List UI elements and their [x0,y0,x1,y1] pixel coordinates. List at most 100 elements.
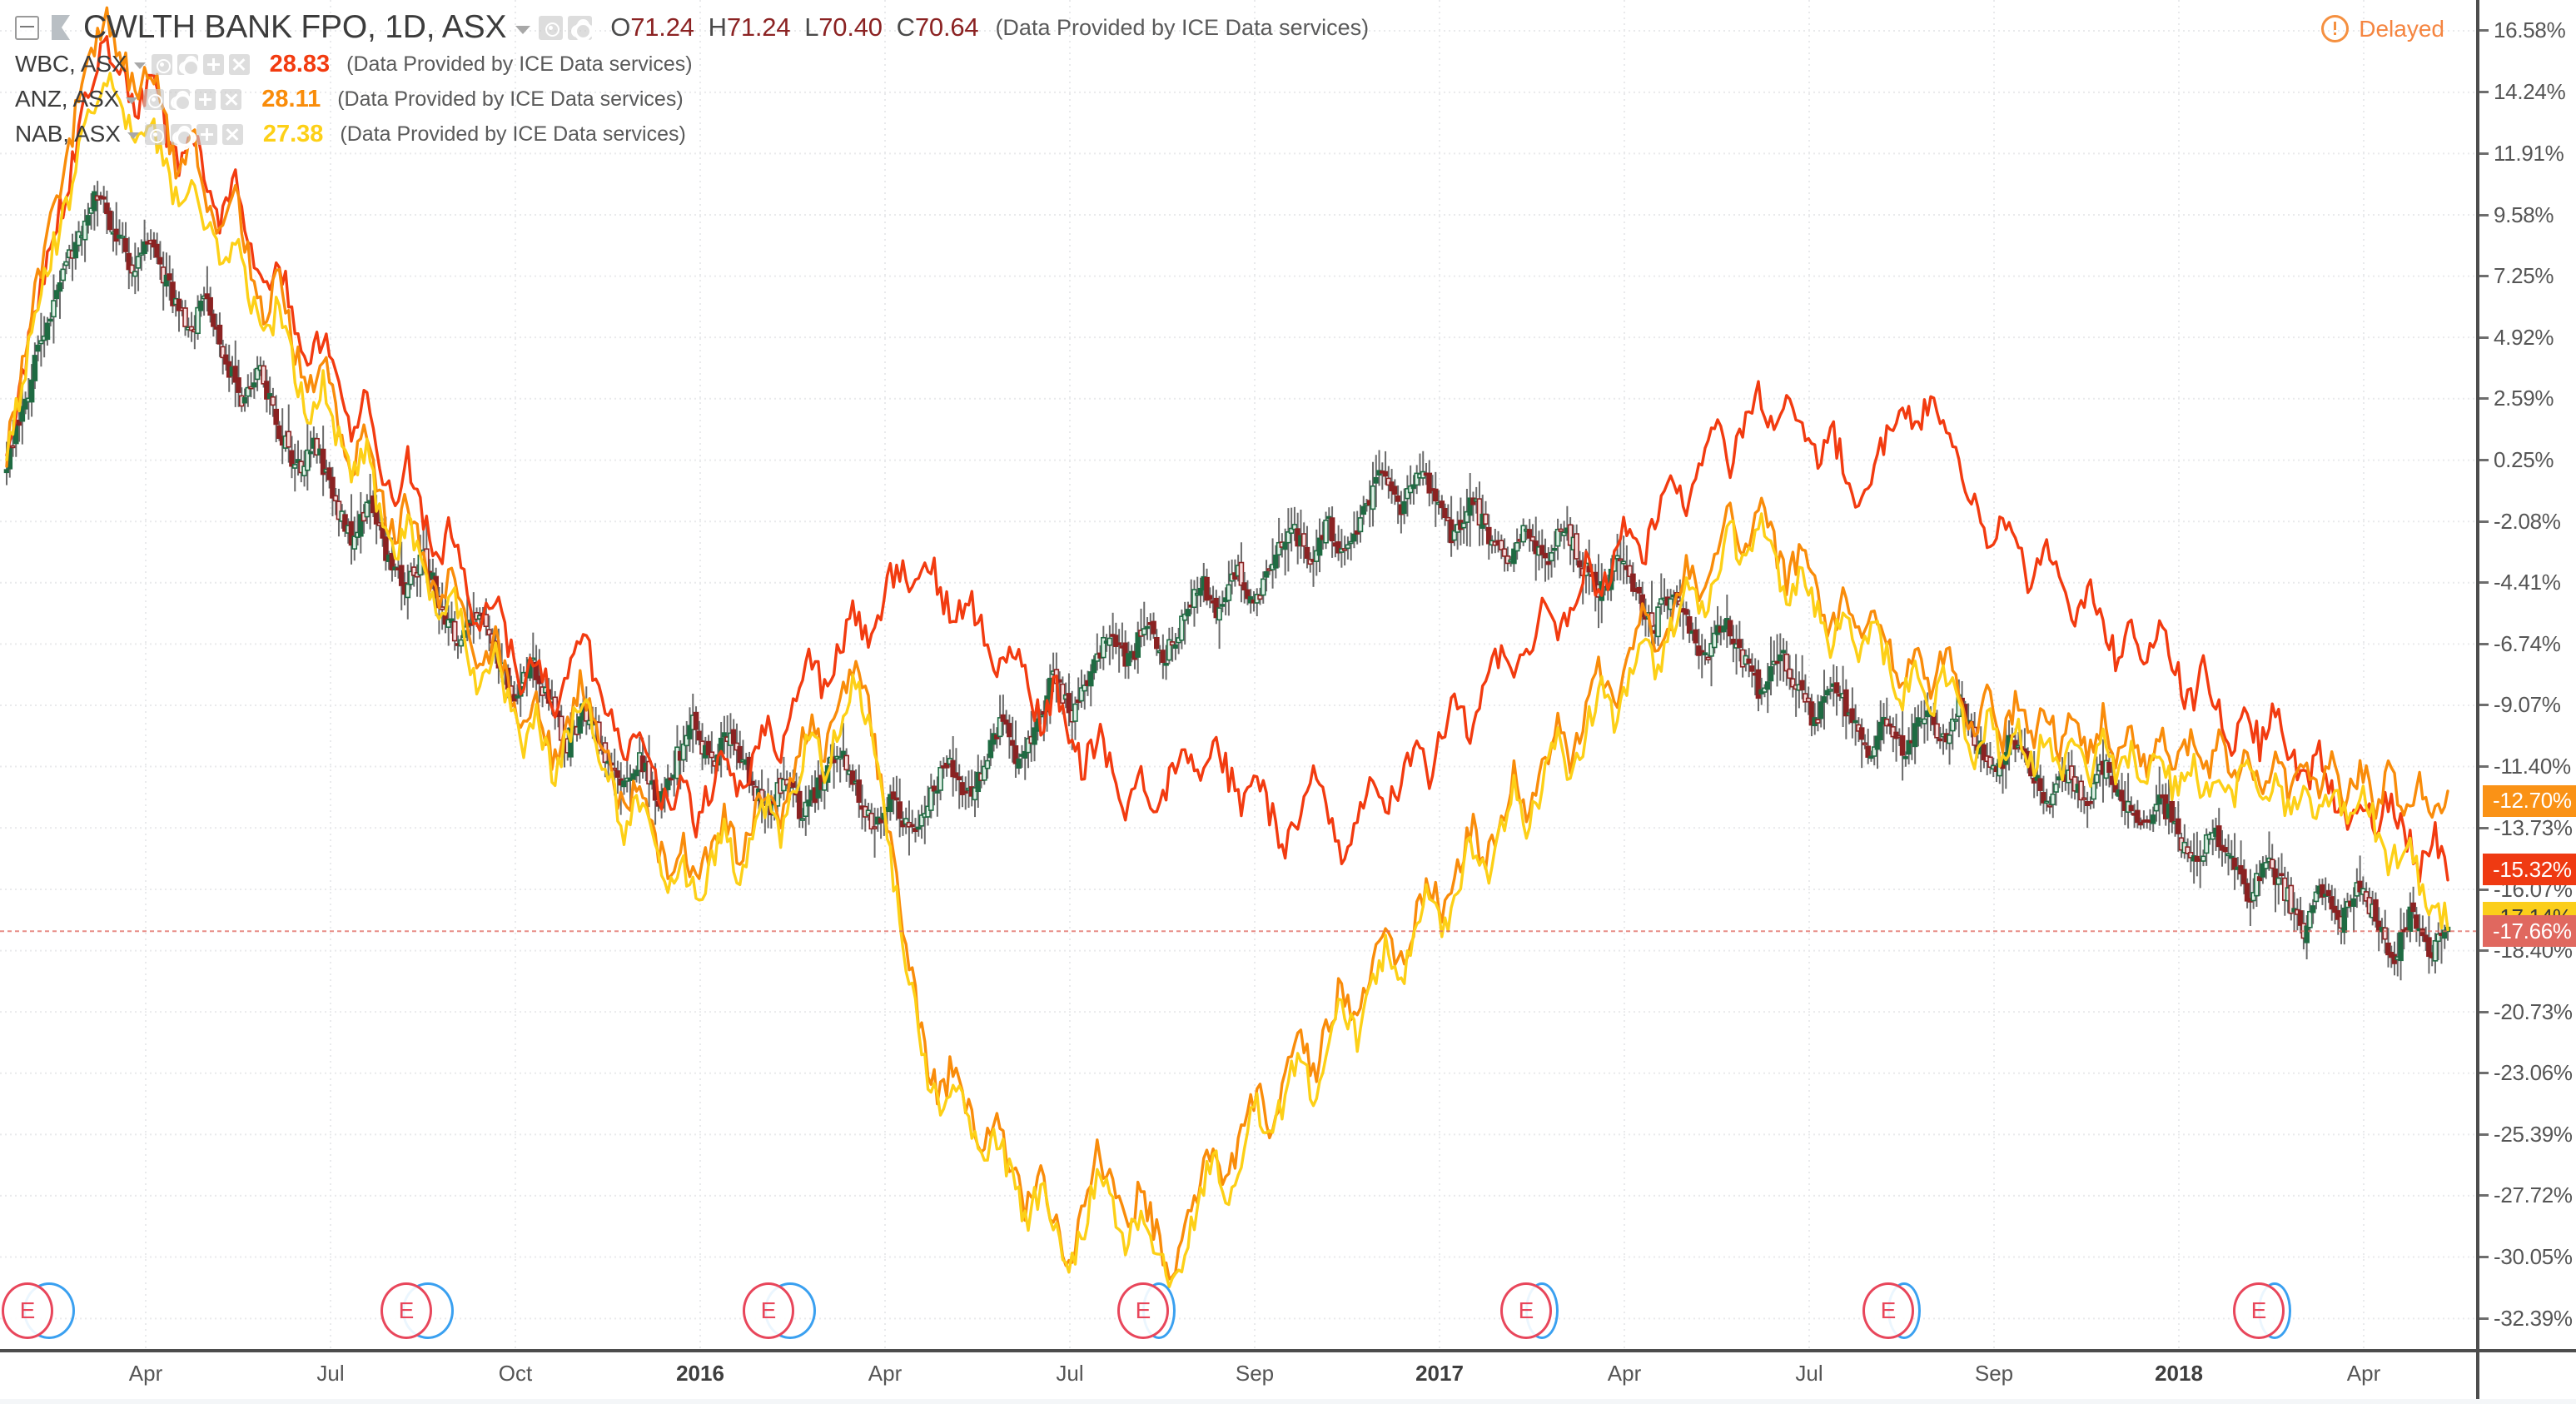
delayed-label: Delayed [2359,15,2444,42]
compare-last-value: 27.38 [262,120,324,147]
chart-plot-area[interactable] [0,0,2476,1349]
price-axis-tick: -13.73% [2479,815,2573,840]
earnings-circle-icon[interactable]: E [1117,1282,1169,1339]
eye-icon[interactable] [151,53,172,75]
earnings-circle-icon[interactable]: E [1500,1282,1552,1339]
time-axis-tick: 2016 [676,1361,724,1386]
compare-provider-note: (Data Provided by ICE Data services) [340,122,686,146]
compare-symbol-label: NAB, ASX [15,121,121,147]
earnings-marker[interactable]: E [2,1282,75,1339]
time-axis-tick: Apr [2346,1361,2381,1386]
earnings-marker[interactable]: E [1862,1282,1934,1339]
time-axis-tick: 2018 [2155,1361,2203,1386]
price-badge[interactable]: -15.32% [2483,854,2576,886]
chart-legend: CWLTH BANK FPO, 1D, ASX O71.24 H71.24 L7… [0,0,1369,152]
price-axis-tick: -27.72% [2479,1182,2573,1208]
time-axis-tick: Apr [128,1361,163,1386]
time-axis-tick: Sep [1974,1361,2014,1386]
plus-icon[interactable] [196,123,217,145]
price-axis-tick: -20.73% [2479,999,2573,1024]
compare-symbol-label: WBC, ASX [15,51,127,77]
price-axis-tick: 16.58% [2479,17,2566,43]
warning-circle-icon [2321,15,2350,42]
eye-icon[interactable] [144,123,166,145]
earnings-circle-icon[interactable]: E [380,1282,432,1339]
legend-compare-row[interactable]: NAB, ASX 27.38 (Data Provided by ICE Data … [15,117,1369,152]
price-axis-tick: 9.58% [2479,202,2554,227]
ohlc-high-value: 71.24 [726,12,791,42]
earnings-marker[interactable]: E [380,1282,454,1339]
bottom-strip [0,1399,2576,1404]
time-axis-tick: Sep [1235,1361,1275,1386]
earnings-circle-icon[interactable]: E [2233,1282,2285,1339]
time-axis-tick: 2017 [1415,1361,1464,1386]
earnings-marker[interactable]: E [743,1282,816,1339]
chevron-down-icon[interactable] [515,26,531,34]
price-axis-tick: -9.07% [2479,692,2561,718]
ohlc-close-label: C [896,12,915,42]
candlestick-series [3,181,2451,981]
collapse-minus-icon[interactable] [15,15,39,40]
ohlc-close-value: 70.64 [914,12,979,42]
gear-icon[interactable] [568,15,594,41]
earnings-circle-icon[interactable]: E [1862,1282,1914,1339]
axis-corner [2476,1349,2576,1404]
chevron-down-icon[interactable] [133,62,146,69]
price-axis-tick: -2.08% [2479,509,2561,534]
close-icon[interactable] [221,88,242,110]
price-axis-tick: 11.91% [2479,141,2564,166]
chevron-down-icon[interactable] [126,97,138,104]
chevron-down-icon[interactable] [127,132,139,139]
close-icon[interactable] [221,123,243,145]
earnings-circle-icon[interactable]: E [743,1282,794,1339]
time-axis-tick: Apr [1607,1361,1642,1386]
legend-main-row[interactable]: CWLTH BANK FPO, 1D, ASX O71.24 H71.24 L7… [15,8,1369,47]
price-axis-tick: -25.39% [2479,1122,2573,1147]
price-axis-tick: -32.39% [2479,1306,2573,1331]
ohlc-readout: O71.24 H71.24 L70.40 C70.64 [610,12,978,42]
time-axis-tick: Jul [1795,1361,1823,1386]
price-badge[interactable]: -12.70% [2483,784,2576,817]
earnings-marker[interactable]: E [1500,1282,1572,1339]
data-provider-note: (Data Provided by ICE Data services) [995,14,1370,40]
price-axis[interactable]: 16.58% 14.24% 11.91% 9.58% 7.25% 4.92% 2.59% 0.… [2476,0,2576,1349]
ohlc-low-value: 70.40 [818,12,883,42]
price-axis-tick: -6.74% [2479,631,2561,656]
comparison-line-nab [5,72,2449,1288]
legend-compare-row[interactable]: WBC, ASX 28.83 (Data Provided by ICE Data … [15,47,1369,82]
gear-icon[interactable] [177,53,201,77]
eye-icon[interactable] [539,15,564,40]
price-badge[interactable]: -17.66% [2483,915,2576,948]
chart-canvas[interactable] [0,0,2476,1349]
price-axis-tick: -4.41% [2479,570,2561,595]
compare-provider-note: (Data Provided by ICE Data services) [346,52,693,76]
symbol-flag-icon [52,15,70,40]
earnings-circle-icon[interactable]: E [2,1282,53,1339]
gear-icon[interactable] [169,88,193,112]
eye-icon[interactable] [143,88,165,110]
price-axis-tick: 2.59% [2479,386,2554,411]
plus-icon[interactable] [202,53,224,75]
price-axis-tick: 7.25% [2479,263,2554,289]
plus-icon[interactable] [195,88,216,110]
time-axis-tick: Oct [498,1361,533,1386]
ohlc-high-label: H [708,12,727,42]
close-icon[interactable] [228,53,250,75]
earnings-marker[interactable]: E [1117,1282,1189,1339]
earnings-marker[interactable]: E [2233,1282,2305,1339]
delayed-status-badge[interactable]: Delayed [2321,15,2444,42]
ohlc-open-label: O [610,12,631,42]
ohlc-open-value: 71.24 [630,12,694,42]
compare-symbol-label: ANZ, ASX [15,86,120,112]
price-axis-tick: 4.92% [2479,325,2554,350]
time-axis[interactable]: Apr Jul Oct 2016 Apr Jul Sep 2017 Apr Jul Sep 2018 A… [0,1349,2476,1404]
legend-compare-row[interactable]: ANZ, ASX 28.11 (Data Provided by ICE Data … [15,82,1369,117]
compare-last-value: 28.11 [261,85,321,112]
compare-provider-note: (Data Provided by ICE Data services) [337,87,684,111]
gear-icon[interactable] [170,123,194,147]
compare-series-rows: WBC, ASX 28.83 (Data Provided by ICE Data … [15,47,1369,152]
time-axis-tick: Jul [316,1361,345,1386]
price-axis-tick: -11.40% [2479,754,2571,779]
price-axis-tick: 0.25% [2479,447,2554,473]
